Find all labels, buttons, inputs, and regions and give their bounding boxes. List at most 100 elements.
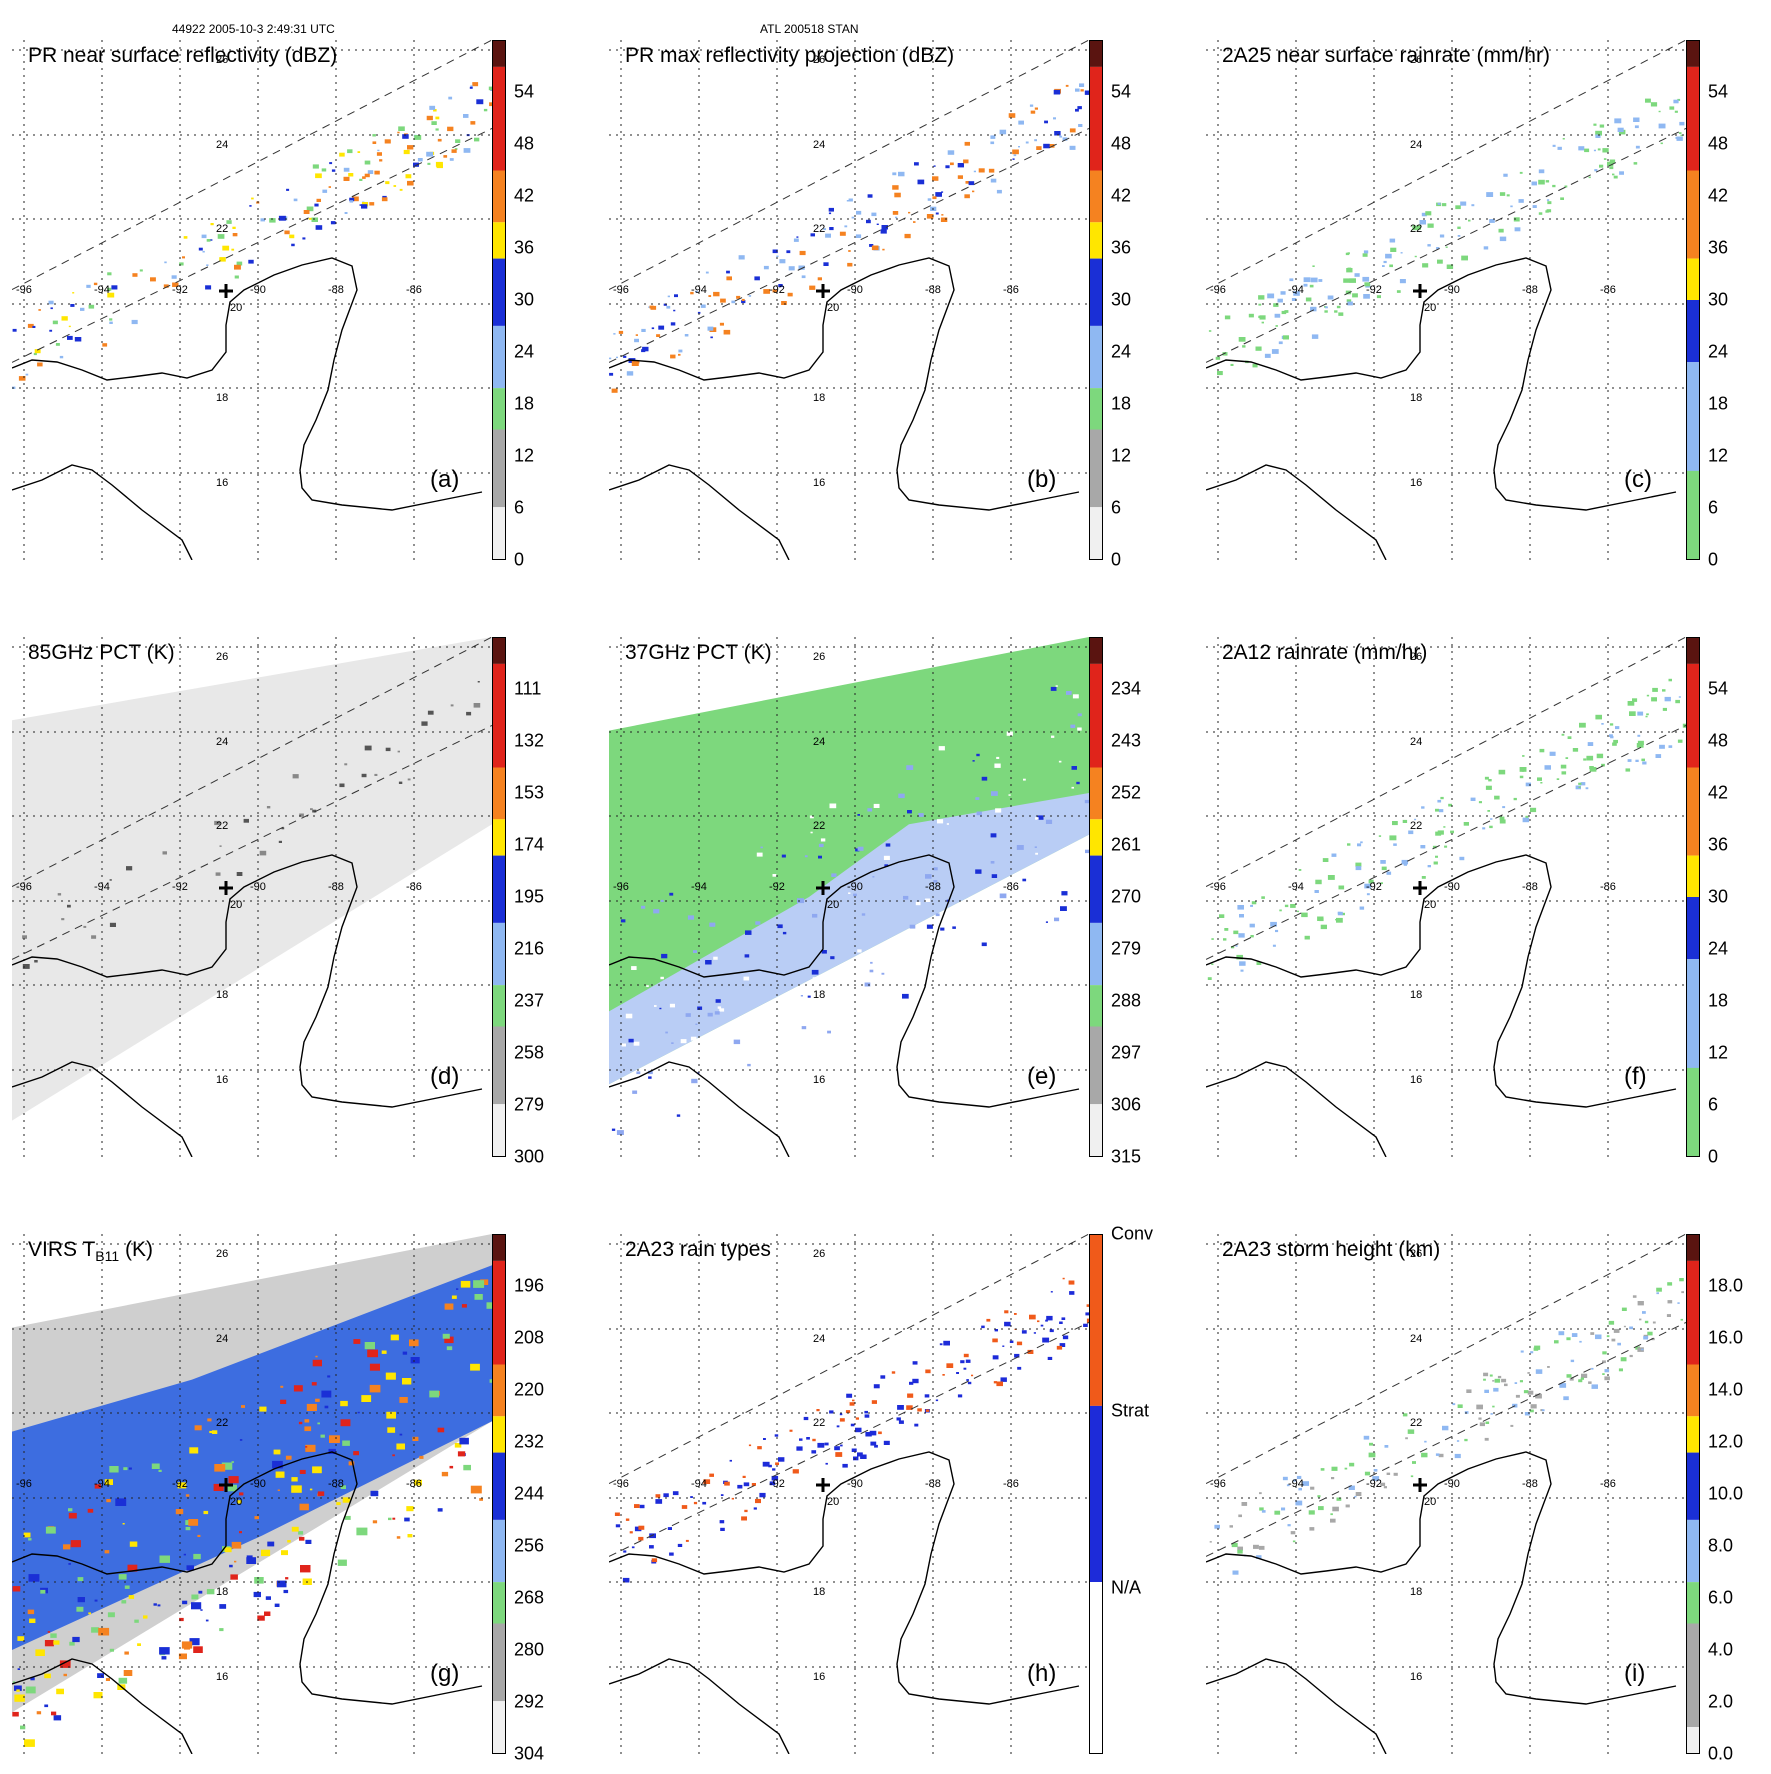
colorbar-segment [493,171,505,223]
panel-title: 2A23 storm height (km) [1222,1238,1440,1262]
data-pixel [1452,1403,1455,1405]
data-pixel [744,1482,750,1486]
data-pixel [61,918,64,920]
data-pixel [872,1400,877,1404]
colorbar-segment [493,638,505,664]
lon-label: -88 [925,1478,941,1490]
data-pixel [1557,778,1560,780]
colorbar-tick-label: 24 [1708,342,1728,363]
data-pixel [958,175,963,179]
data-pixel [682,1505,687,1509]
colorbar-tick-label: 24 [1708,939,1728,960]
data-pixel [636,1071,640,1074]
data-pixel [905,234,911,238]
data-pixel [804,1417,809,1420]
data-pixel [1615,726,1619,729]
data-pixel [1642,762,1646,765]
data-pixel [13,1586,21,1591]
data-pixel [305,1445,315,1452]
data-pixel [111,285,117,289]
colorbar-tick-label: 4.0 [1708,1640,1733,1661]
data-pixel [619,331,623,334]
data-pixel [935,192,942,197]
data-pixel [1274,1511,1280,1515]
colorbar-segment [1687,1624,1699,1728]
colorbar-tick-label: 279 [514,1095,544,1116]
data-pixel [840,1418,845,1421]
data-pixel [470,1364,480,1371]
panel-title-text: 85GHz PCT (K) [28,641,175,664]
data-pixel [991,833,997,837]
data-pixel [278,1490,280,1492]
data-pixel [779,259,785,263]
data-pixel [918,180,925,185]
data-pixel [1051,1291,1053,1292]
data-pixel [164,262,166,264]
data-pixel [475,1294,483,1300]
data-pixel [768,1465,772,1468]
colorbar-tick-label: 36 [1708,238,1728,259]
data-pixel [1612,174,1614,176]
data-pixel [1421,1453,1427,1458]
data-pixel [925,1370,930,1374]
colorbar-segment [1687,1582,1699,1623]
data-pixel [12,1712,18,1717]
data-pixel [851,1424,855,1427]
data-pixel [32,326,35,328]
lat-label: 20 [230,302,242,314]
data-pixel [1633,118,1639,123]
data-pixel [1079,83,1084,87]
data-pixel [1630,1355,1633,1357]
colorbar-segment [1090,507,1102,559]
data-pixel [474,138,479,142]
data-pixel [1634,162,1638,165]
colorbar-segment [1090,326,1102,388]
data-pixel [857,1452,863,1456]
panel-title: PR near surface reflectivity (dBZ) [28,44,337,68]
data-pixel [1279,910,1282,912]
data-pixel [1059,136,1062,138]
data-pixel [874,1445,878,1448]
data-pixel [1602,148,1608,152]
colorbar-segment [1687,259,1699,300]
data-pixel [1420,845,1425,848]
lat-label: 18 [216,1586,228,1598]
data-pixel [932,196,936,199]
data-pixel [701,305,706,308]
data-pixel [862,913,865,915]
colorbar-tick-label: 54 [1111,82,1131,103]
colorbar-tick-label: 208 [514,1328,544,1349]
data-pixel [1458,1404,1463,1408]
data-pixel [857,949,861,952]
data-pixel [286,1456,292,1460]
panel-letter: (c) [1624,466,1652,494]
colorbar-tick-label: 304 [514,1744,544,1765]
data-pixel [1545,765,1552,770]
data-pixel [377,150,379,151]
data-pixel [356,1528,367,1536]
data-pixel [1642,1311,1646,1314]
data-pixel [327,1375,330,1377]
data-pixel [865,1414,870,1417]
data-pixel [76,1607,83,1612]
data-pixel [345,1516,351,1520]
data-pixel [1403,820,1407,823]
lon-label: -96 [1210,1478,1226,1490]
data-pixel [1281,291,1286,295]
data-pixel [1471,204,1474,206]
data-pixel [1354,1496,1356,1498]
data-pixel [386,748,391,751]
colorbar-tick-label: 174 [514,835,544,856]
data-pixel [385,181,389,184]
data-pixel [1237,905,1244,910]
data-pixel [123,1467,127,1470]
data-pixel [1599,165,1603,168]
data-pixel [40,1590,45,1594]
data-pixel [1322,1469,1324,1471]
data-pixel [868,1003,874,1007]
data-pixel [973,760,975,762]
colorbar-tick-label: 30 [514,290,534,311]
